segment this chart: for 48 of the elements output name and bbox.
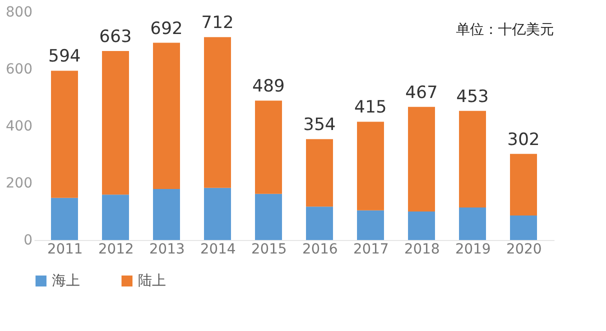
- bar: [306, 206, 333, 240]
- y-tick-label: 800: [6, 4, 32, 20]
- bar: [459, 208, 486, 240]
- y-tick-label: 200: [6, 176, 32, 192]
- bar: [510, 154, 537, 216]
- bar: [510, 215, 537, 240]
- bar: [255, 100, 282, 194]
- bar: [51, 70, 78, 198]
- x-tick-label: 2011: [47, 242, 83, 258]
- total-label: 302: [507, 130, 540, 150]
- x-tick-label: 2018: [404, 242, 440, 258]
- bar: [204, 188, 231, 240]
- bar: [102, 51, 129, 195]
- total-label: 663: [99, 27, 132, 48]
- bar: [153, 42, 180, 189]
- x-tick-label: 2019: [455, 242, 491, 258]
- x-tick-label: 2017: [353, 242, 389, 258]
- x-tick-label: 2014: [200, 242, 236, 258]
- x-tick-label: 2020: [506, 242, 542, 258]
- total-label: 692: [150, 18, 183, 39]
- y-tick-label: 600: [6, 62, 32, 78]
- bar: [306, 139, 333, 207]
- x-tick-label: 2012: [98, 242, 134, 258]
- total-label: 467: [405, 82, 438, 103]
- total-label: 453: [456, 86, 489, 107]
- total-label: 712: [201, 13, 234, 34]
- bar: [102, 194, 129, 240]
- bar: [357, 122, 384, 210]
- bar: [153, 188, 180, 240]
- bar: [357, 210, 384, 240]
- y-tick-label: 0: [24, 232, 32, 248]
- y-tick-label: 400: [6, 118, 32, 134]
- total-label: 489: [252, 76, 285, 97]
- legend-label: 陆上: [138, 273, 166, 289]
- total-label: 354: [303, 115, 336, 136]
- annotation: 单位：十亿美元: [456, 22, 554, 38]
- bar: [204, 37, 231, 188]
- x-tick-label: 2016: [302, 242, 338, 258]
- total-label: 415: [354, 98, 387, 118]
- legend-label: 海上: [52, 273, 80, 289]
- total-label: 594: [48, 46, 81, 67]
- bar: [51, 198, 78, 240]
- x-tick-label: 2015: [251, 242, 287, 258]
- bar: [408, 106, 435, 212]
- x-tick-label: 2013: [149, 242, 185, 258]
- bar: [255, 194, 282, 240]
- bar: [408, 212, 435, 240]
- bar: [459, 110, 486, 208]
